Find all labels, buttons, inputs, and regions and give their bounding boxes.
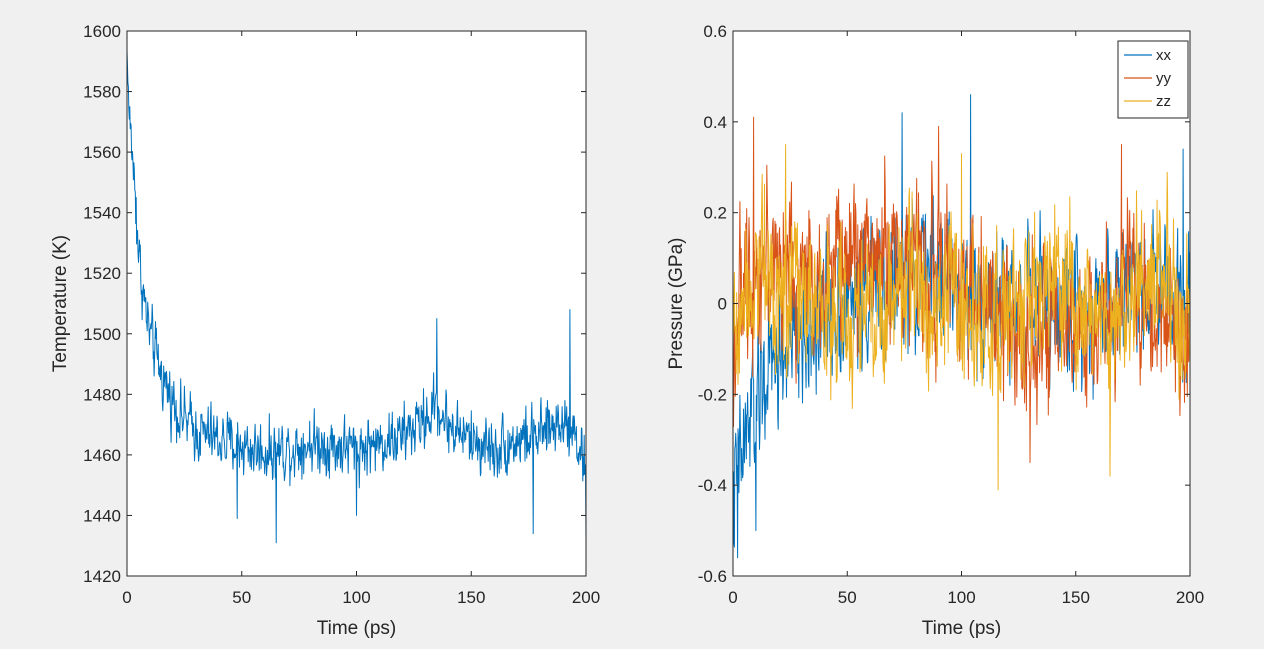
y-tick-label: 0	[718, 295, 727, 314]
y-tick-label: 1500	[83, 325, 121, 344]
x-tick-label: 0	[728, 588, 737, 607]
x-tick-label: 100	[342, 588, 370, 607]
y-tick-label: 1600	[83, 22, 121, 41]
legend-entry-xx: xx	[1156, 47, 1172, 64]
x-tick-label: 50	[232, 588, 251, 607]
legend-box	[1117, 40, 1189, 119]
y-tick-label: 0.2	[703, 204, 727, 223]
x-tick-label: 150	[457, 588, 485, 607]
y-tick-label: 1580	[83, 83, 121, 102]
y-axis-label: Pressure (GPa)	[666, 238, 687, 370]
y-tick-label: 0.6	[703, 22, 727, 41]
y-tick-label: -0.2	[698, 385, 727, 404]
y-tick-label: 1540	[83, 204, 121, 223]
x-axis-label: Time (ps)	[317, 618, 397, 639]
y-tick-label: 1460	[83, 446, 121, 465]
series-group	[733, 94, 1190, 559]
legend-entry-yy: yy	[1156, 70, 1172, 87]
legend: xx yy zz	[1117, 40, 1189, 119]
pressure-chart: 0 50 100 150 200 -0.6 -0.4 -0.2 0 0.2 0.4 0.6 Time (…	[666, 22, 1204, 639]
series-line-zz	[733, 144, 1190, 491]
x-tick-label: 50	[838, 588, 857, 607]
x-tick-label: 200	[572, 588, 600, 607]
y-tick-label: 1440	[83, 506, 121, 525]
y-tick-label: -0.6	[698, 567, 727, 586]
y-tick-label: 1520	[83, 264, 121, 283]
x-tick-label: 150	[1062, 588, 1090, 607]
legend-entry-zz: zz	[1156, 93, 1171, 110]
series-group	[127, 50, 586, 544]
x-tick-label: 200	[1176, 588, 1204, 607]
series-line-series-0	[127, 50, 586, 544]
y-tick-label: 0.4	[703, 113, 727, 132]
y-tick-label: 1420	[83, 567, 121, 586]
y-tick-label: 1480	[83, 385, 121, 404]
x-tick-label: 100	[947, 588, 975, 607]
y-tick-label: 1560	[83, 143, 121, 162]
y-axis-label: Temperature (K)	[50, 235, 71, 372]
x-axis-label: Time (ps)	[922, 618, 1002, 639]
x-tick-label: 0	[122, 588, 131, 607]
temperature-chart: 0 50 100 150 200 1420 1440 1460 1480 1500 1520 1540…	[50, 22, 600, 639]
y-tick-label: -0.4	[698, 476, 727, 495]
